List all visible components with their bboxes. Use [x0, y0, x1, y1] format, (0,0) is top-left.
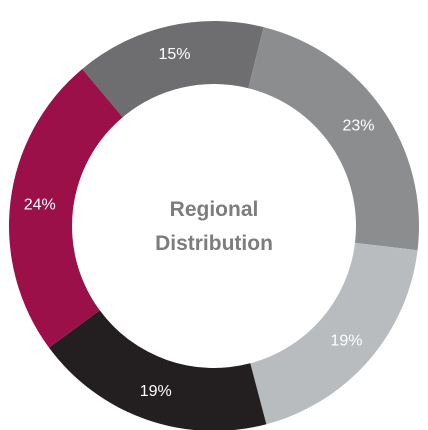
donut-segment: [82, 20, 264, 118]
data-label: 24%: [24, 196, 56, 213]
data-label: 19%: [140, 383, 172, 400]
donut-segment: [8, 68, 123, 348]
data-label: 23%: [342, 118, 374, 135]
donut-segment: [248, 27, 419, 251]
data-label: 15%: [159, 46, 191, 63]
donut-segment: [48, 310, 267, 430]
donut-segment: [250, 242, 418, 425]
data-label: 19%: [330, 332, 362, 349]
chart-title: Regional Distribution: [155, 198, 273, 255]
